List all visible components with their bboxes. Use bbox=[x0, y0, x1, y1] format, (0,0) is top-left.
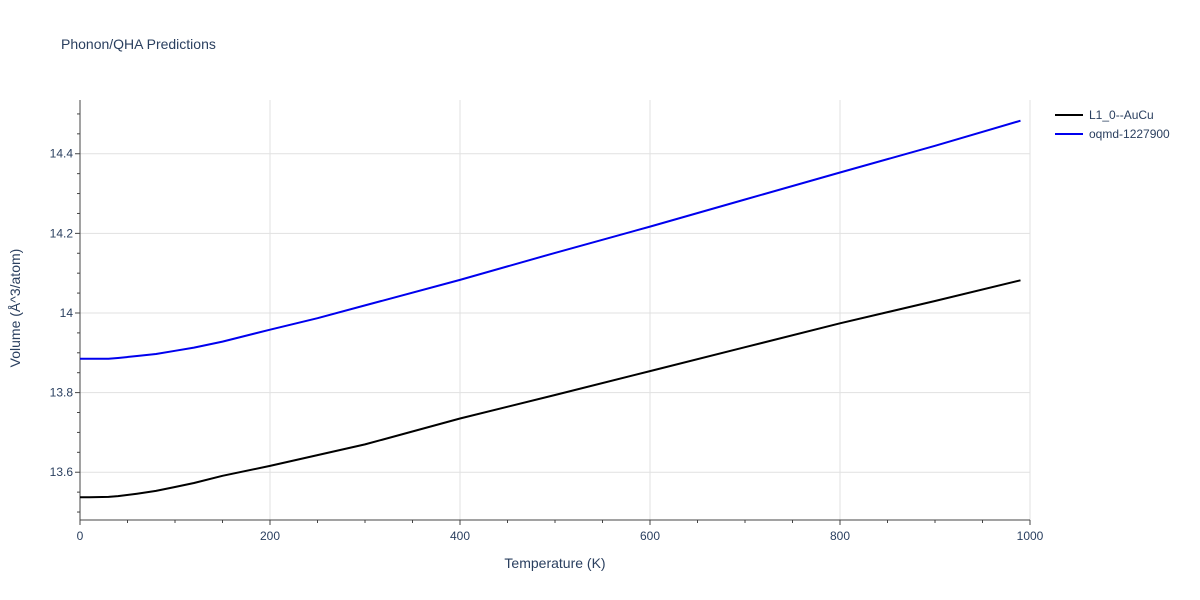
y-tick-label: 14.2 bbox=[50, 226, 74, 240]
x-tick-label: 800 bbox=[830, 529, 850, 543]
x-tick-label: 0 bbox=[77, 529, 84, 543]
legend-label[interactable]: L1_0--AuCu bbox=[1089, 108, 1154, 122]
legend-label[interactable]: oqmd-1227900 bbox=[1089, 127, 1170, 141]
x-tick-label: 600 bbox=[640, 529, 660, 543]
x-axis-title: Temperature (K) bbox=[504, 555, 605, 571]
y-tick-label: 13.8 bbox=[50, 386, 74, 400]
y-tick-label: 14 bbox=[60, 306, 74, 320]
series-group bbox=[80, 119, 1021, 499]
axes: 0 200 400 600 800 1000 13.6 13.8 14 14.2 14.4 bbox=[50, 100, 1044, 543]
x-tick-label: 200 bbox=[260, 529, 280, 543]
y-tick-label: 13.6 bbox=[50, 465, 74, 479]
chart-title: Phonon/QHA Predictions bbox=[61, 36, 216, 52]
x-tick-label: 400 bbox=[450, 529, 470, 543]
y-tick-label: 14.4 bbox=[50, 147, 74, 161]
legend: L1_0--AuCu oqmd-1227900 bbox=[1055, 108, 1170, 141]
series-line-2[interactable] bbox=[80, 119, 1021, 360]
grid bbox=[80, 100, 1031, 520]
x-tick-label: 1000 bbox=[1017, 529, 1044, 543]
y-axis-title: Volume (Å^3/atom) bbox=[7, 249, 23, 368]
series-line-1[interactable] bbox=[80, 279, 1021, 499]
